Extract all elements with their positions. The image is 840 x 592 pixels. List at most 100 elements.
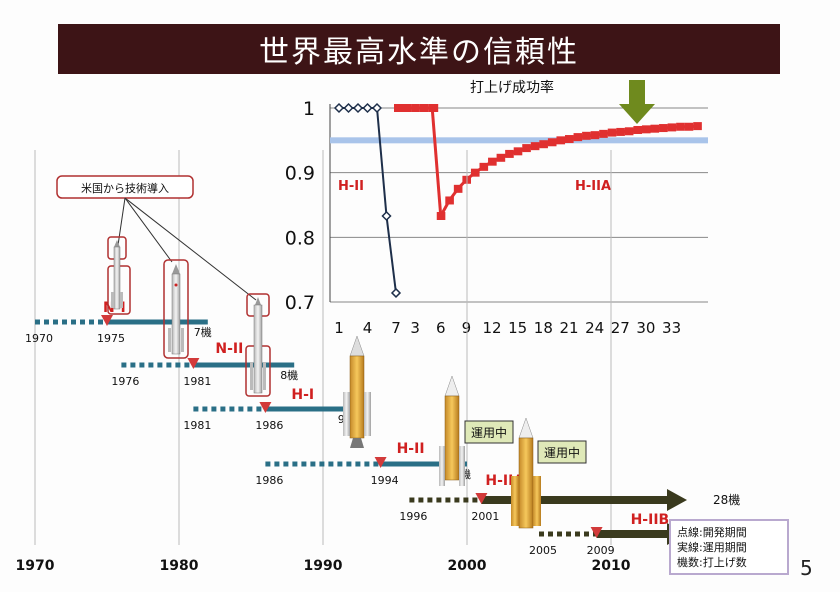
launch-count-N-I: 7機	[194, 325, 212, 339]
h2-point-4	[362, 102, 373, 114]
first-launch-label-N-I: 1975	[97, 332, 125, 345]
h2a-segment-33	[662, 125, 672, 130]
tech-import-label: 米国から技術導入	[81, 181, 169, 195]
legend-box: 点線:開発期間 実線:運用期間 機数:打上げ数	[669, 519, 789, 575]
program-label-H-I: H-I	[291, 387, 314, 403]
h2a-segment-17	[525, 144, 536, 150]
h2a-segment-11	[474, 165, 485, 174]
dev-start-label-H-II: 1986	[255, 474, 283, 487]
h2a-segment-9	[456, 178, 468, 190]
x-tick-label-h2a: 21	[559, 319, 578, 337]
x-tick-label-h2a: 6	[436, 319, 446, 337]
in-operation-callout-h2b: 運用中	[537, 440, 587, 464]
h2a-segment-26	[602, 131, 612, 136]
series-label-h2: H-II	[338, 179, 364, 194]
h2a-segment-14	[499, 152, 510, 160]
h2a-segment-10	[465, 171, 476, 181]
green-down-arrow-icon	[619, 80, 655, 124]
h2a-segment-20	[551, 138, 561, 144]
h2-point-2	[343, 102, 354, 114]
first-launch-label-H-I: 1986	[255, 419, 283, 432]
reference-line-0.95	[330, 137, 708, 144]
series-label-h2a: H-IIA	[575, 179, 611, 194]
in-operation-label-h2b: 運用中	[544, 445, 580, 460]
x-tick-label-h2a: 15	[508, 319, 527, 337]
h2a-segment-36	[688, 124, 698, 129]
y-tick-label: 1	[303, 98, 315, 120]
h2-point-6	[381, 210, 392, 222]
x-tick-label-h2: 7	[391, 319, 401, 337]
x-tick-label-h2a: 3	[410, 319, 420, 337]
y-tick-label: 0.9	[285, 163, 315, 185]
first-launch-label-H-IIB: 2009	[587, 544, 615, 557]
success-rate-chart: 打上げ成功率 1 0.9 0.8 0.7 1 4 7 3 6 9 12 15 18 21 24 27 30 33…	[285, 79, 708, 337]
h2a-segment-25	[594, 132, 604, 137]
h2a-segment-12	[482, 160, 493, 169]
h2-point-3	[352, 102, 364, 114]
year-label: 2010	[592, 558, 631, 574]
h2a-segment-8	[448, 187, 460, 202]
h2-point-5	[371, 102, 383, 114]
h2a-segment-29	[628, 128, 638, 133]
year-label: 1990	[304, 558, 343, 574]
h2a-segment-15	[508, 149, 519, 156]
x-tick-label-h2a: 18	[534, 319, 553, 337]
page-number: 5	[800, 556, 813, 580]
h2a-segment-24	[585, 133, 595, 138]
in-operation-label-h2a: 運用中	[471, 425, 507, 440]
h2a-segment-31	[645, 127, 655, 131]
first-launch-marker-H-IIB	[590, 527, 603, 538]
program-label-H-II: H-II	[397, 441, 425, 457]
program-label-N-II: N-II	[215, 341, 243, 357]
first-launch-marker-H-IIA	[475, 493, 488, 504]
rocket-h2b-icon	[511, 417, 541, 529]
y-tick-label: 0.8	[285, 227, 315, 249]
first-launch-marker-H-I	[259, 402, 272, 413]
program-label-H-IIB: H-IIB	[631, 512, 670, 528]
x-tick-label-h2a: 12	[483, 319, 502, 337]
in-operation-callout-h2a: 運用中	[464, 420, 514, 444]
h2a-segment-21	[560, 137, 570, 142]
year-label: 1980	[160, 558, 199, 574]
rocket-h1-icon	[245, 293, 271, 397]
launch-count-N-II: 8機	[280, 368, 298, 382]
rocket-n1-icon	[107, 236, 131, 315]
first-launch-label-H-II: 1994	[371, 474, 399, 487]
first-launch-marker-H-II	[374, 457, 387, 468]
h2a-segment-13	[491, 156, 502, 164]
h2a-segment-6	[430, 107, 443, 217]
chart-title: 打上げ成功率	[470, 79, 554, 96]
legend-line-dotted: 点線:開発期間	[677, 526, 747, 539]
legend-line-solid: 実線:運用期間	[677, 541, 747, 554]
h2a-segment-18	[534, 142, 544, 148]
x-tick-label-h2a: 9	[462, 319, 472, 337]
x-tick-label-h2a: 27	[611, 319, 630, 337]
year-label: 1970	[16, 558, 55, 574]
x-tick-label-h2: 4	[363, 319, 373, 337]
first-launch-label-N-II: 1981	[183, 375, 211, 388]
h2a-segment-16	[517, 146, 527, 153]
y-tick-label: 0.7	[285, 292, 315, 314]
h2a-segment-28	[620, 129, 629, 134]
dev-start-label-H-IIA: 1996	[399, 510, 427, 523]
h2a-segment-32	[654, 126, 664, 131]
h2a-segment-7	[439, 199, 451, 217]
rocket-n2-icon	[163, 259, 189, 359]
dev-start-label-H-IIB: 2005	[529, 544, 557, 557]
h2-point-1	[333, 102, 345, 114]
rocket-h2a-icon	[439, 375, 465, 486]
x-tick-label-h2a: 30	[636, 319, 655, 337]
year-label: 2000	[448, 558, 487, 574]
legend-line-count: 機数:打上げ数	[677, 556, 747, 569]
timeline-row-N-II: N-II 1976 1981 8機	[111, 341, 298, 388]
op-arrow-H-IIA	[667, 489, 687, 511]
h2-point-7	[390, 287, 402, 299]
first-launch-marker-N-II	[187, 358, 200, 369]
h2a-point-36	[693, 122, 702, 131]
h2a-segment-27	[611, 130, 621, 135]
x-tick-label-h2: 1	[334, 319, 344, 337]
first-launch-marker-N-I	[101, 315, 113, 326]
